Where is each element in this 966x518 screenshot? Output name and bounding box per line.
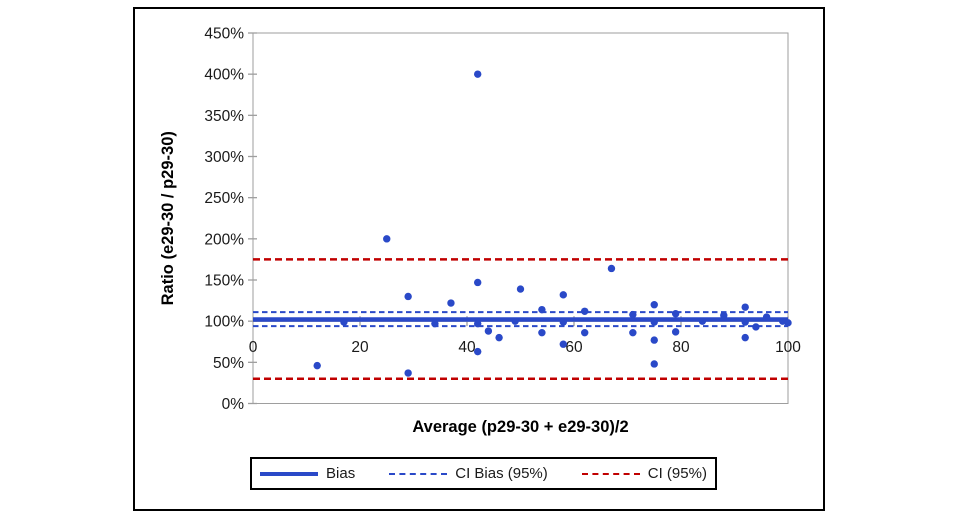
data-point bbox=[313, 361, 321, 370]
data-point bbox=[607, 264, 616, 273]
bias-line-sample bbox=[260, 471, 319, 476]
y-tick-label: 0% bbox=[222, 396, 245, 413]
data-point bbox=[474, 347, 482, 356]
chart-frame: 0% 50% 100% 150% 200% 250% 300% 350% 400% 450% 0 20… bbox=[133, 7, 825, 511]
plot-area-border bbox=[252, 32, 789, 404]
data-point bbox=[720, 311, 728, 320]
data-point bbox=[431, 319, 439, 328]
data-point bbox=[383, 235, 391, 243]
legend-item-ci: CI (95%) bbox=[581, 465, 707, 482]
data-point bbox=[741, 318, 749, 326]
y-tick-label: 450% bbox=[204, 26, 244, 43]
data-point bbox=[650, 360, 658, 368]
legend-item-ci-bias: CI Bias (95%) bbox=[389, 465, 548, 482]
y-tick-label: 50% bbox=[213, 355, 244, 372]
data-point bbox=[752, 323, 760, 331]
data-point bbox=[559, 291, 567, 299]
legend-item-bias: Bias bbox=[260, 465, 355, 482]
data-point bbox=[474, 70, 482, 78]
data-point bbox=[511, 317, 519, 325]
y-tick-label: 350% bbox=[204, 108, 244, 125]
data-point bbox=[538, 305, 546, 314]
data-point bbox=[762, 313, 771, 321]
data-point bbox=[447, 299, 455, 307]
data-point bbox=[581, 328, 589, 337]
data-point bbox=[650, 318, 658, 326]
data-point bbox=[650, 301, 658, 309]
x-tick-label: 0 bbox=[249, 339, 258, 356]
ci-bias-line-sample bbox=[389, 472, 448, 475]
x-tick-label: 80 bbox=[672, 339, 690, 356]
data-point bbox=[516, 285, 525, 293]
legend-label-bias: Bias bbox=[326, 465, 356, 482]
y-axis-title: Ratio (e29-30 / p29-30) bbox=[159, 131, 177, 305]
data-point bbox=[559, 318, 567, 326]
legend: Bias CI Bias (95%) CI (95%) bbox=[250, 457, 717, 490]
data-point bbox=[698, 317, 707, 325]
x-tick-label: 100 bbox=[775, 339, 801, 356]
legend-label-ci: CI (95%) bbox=[647, 465, 707, 482]
data-point bbox=[671, 328, 680, 336]
data-point bbox=[484, 327, 493, 335]
data-point bbox=[559, 340, 567, 348]
y-tick-label: 100% bbox=[204, 314, 244, 331]
data-point bbox=[404, 292, 412, 301]
data-point bbox=[340, 318, 348, 326]
data-point bbox=[581, 307, 589, 315]
x-tick-label: 20 bbox=[351, 339, 369, 356]
data-point bbox=[629, 328, 637, 337]
data-point bbox=[671, 310, 680, 318]
y-tick-label: 300% bbox=[204, 149, 244, 166]
data-point bbox=[495, 333, 503, 342]
data-point bbox=[474, 319, 482, 328]
data-point bbox=[784, 319, 792, 327]
legend-label-ci-bias: CI Bias (95%) bbox=[455, 465, 548, 482]
data-point bbox=[741, 303, 749, 311]
y-tick-label: 200% bbox=[204, 231, 244, 248]
x-tick-label: 40 bbox=[458, 339, 476, 356]
y-tick-label: 400% bbox=[204, 67, 244, 84]
x-axis-title: Average (p29-30 + e29-30)/2 bbox=[412, 418, 628, 436]
y-tick-label: 250% bbox=[204, 190, 244, 207]
data-point bbox=[650, 336, 658, 344]
x-tick-label: 60 bbox=[565, 339, 583, 356]
scatter-plot-svg: 0% 50% 100% 150% 200% 250% 300% 350% 400% 450% 0 20… bbox=[159, 26, 801, 437]
data-point bbox=[404, 369, 412, 377]
data-point bbox=[474, 278, 482, 287]
ci-line-sample bbox=[581, 472, 640, 475]
data-point bbox=[741, 333, 749, 342]
data-point bbox=[538, 328, 546, 337]
y-tick-label: 150% bbox=[204, 273, 244, 290]
data-point bbox=[629, 310, 637, 319]
